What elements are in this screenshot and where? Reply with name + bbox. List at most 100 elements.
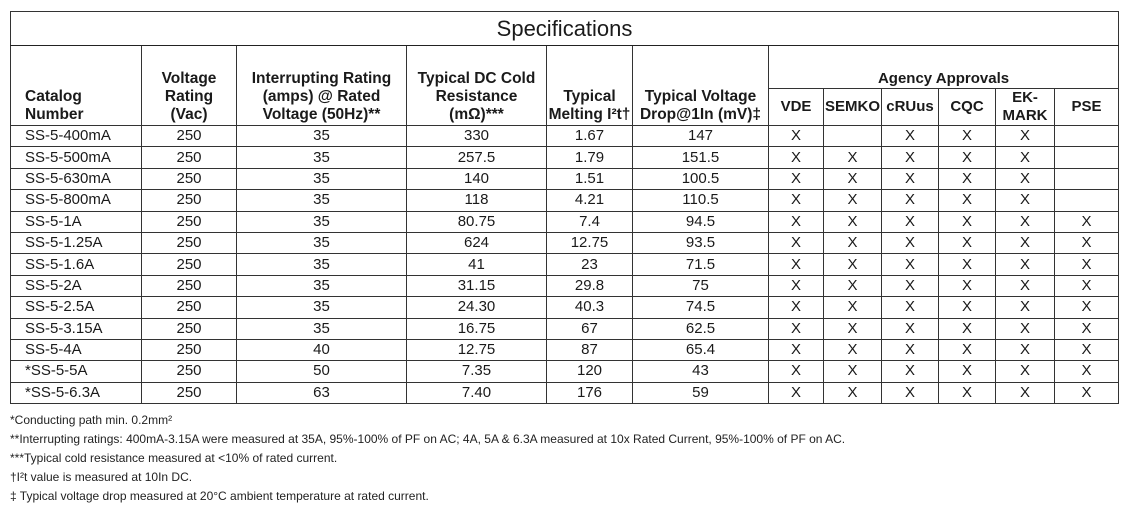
header-agency-vde: VDE — [768, 88, 824, 126]
cell-catalog: *SS-5-6.3A — [10, 381, 142, 405]
cell-voltage: 250 — [141, 296, 237, 319]
cell-resistance: 41 — [406, 253, 547, 276]
cell-approval-vde: X — [768, 210, 824, 233]
cell-approval-semko: X — [823, 274, 882, 298]
cell-catalog: *SS-5-5A — [10, 360, 142, 383]
cell-approval-semko: X — [823, 231, 882, 255]
cell-approval-ek-mark: X — [995, 167, 1055, 191]
cell-catalog: SS-5-500mA — [10, 146, 142, 169]
cell-approval-ek-mark: X — [995, 210, 1055, 233]
cell-approval-cruus: X — [881, 296, 939, 319]
cell-melting: 120 — [546, 360, 633, 383]
cell-voltage: 250 — [141, 167, 237, 191]
cell-voltage: 250 — [141, 124, 237, 148]
spec-table-container: Specifications Catalog Number Voltage Rati… — [9, 11, 1120, 405]
cell-approval-vde: X — [768, 253, 824, 276]
cell-interrupting: 40 — [236, 338, 407, 362]
table-row: SS-5-1.25A 250 35 624 12.75 93.5 X X X X X X — [10, 231, 1120, 255]
header-interrupting-rating: Interrupting Rating (amps) @ Rated Voltage… — [236, 45, 407, 126]
cell-approval-ek-mark: X — [995, 189, 1055, 212]
cell-approval-ek-mark: X — [995, 296, 1055, 319]
cell-approval-pse: X — [1053, 317, 1120, 340]
cell-vdrop: 110.5 — [632, 189, 769, 212]
cell-approval-cruus: X — [881, 146, 939, 169]
cell-resistance: 118 — [406, 189, 547, 212]
cell-melting: 29.8 — [546, 274, 633, 298]
cell-approval-cruus: X — [881, 124, 939, 148]
cell-approval-pse — [1053, 124, 1120, 148]
cell-melting: 1.51 — [546, 167, 633, 191]
cell-approval-ek-mark: X — [995, 146, 1055, 169]
cell-interrupting: 35 — [236, 189, 407, 212]
cell-approval-cqc: X — [938, 167, 996, 191]
cell-resistance: 257.5 — [406, 146, 547, 169]
cell-approval-cruus: X — [881, 338, 939, 362]
cell-approval-cqc: X — [938, 210, 996, 233]
cell-vdrop: 94.5 — [632, 210, 769, 233]
cell-approval-pse: X — [1053, 381, 1120, 405]
cell-voltage: 250 — [141, 146, 237, 169]
cell-approval-vde: X — [768, 274, 824, 298]
cell-vdrop: 147 — [632, 124, 769, 148]
cell-resistance: 31.15 — [406, 274, 547, 298]
footnote: †I²t value is measured at 10In DC. — [10, 470, 193, 484]
cell-approval-vde: X — [768, 167, 824, 191]
cell-resistance: 24.30 — [406, 296, 547, 319]
cell-approval-semko: X — [823, 167, 882, 191]
cell-resistance: 330 — [406, 124, 547, 148]
cell-voltage: 250 — [141, 189, 237, 212]
cell-approval-cqc: X — [938, 189, 996, 212]
cell-melting: 1.79 — [546, 146, 633, 169]
cell-approval-semko: X — [823, 253, 882, 276]
cell-melting: 67 — [546, 317, 633, 340]
header-catalog-number: Catalog Number — [10, 45, 142, 126]
cell-approval-pse: X — [1053, 360, 1120, 383]
table-row: *SS-5-6.3A 250 63 7.40 176 59 X X X X X X — [10, 381, 1120, 405]
cell-approval-cqc: X — [938, 146, 996, 169]
cell-interrupting: 35 — [236, 231, 407, 255]
table-row: SS-5-500mA 250 35 257.5 1.79 151.5 X X X X X — [10, 146, 1120, 169]
table-body: SS-5-400mA 250 35 330 1.67 147 X X X X SS-5-500mA 2… — [10, 124, 1120, 405]
cell-voltage: 250 — [141, 253, 237, 276]
cell-catalog: SS-5-630mA — [10, 167, 142, 191]
table-row: SS-5-2.5A 250 35 24.30 40.3 74.5 X X X X X X — [10, 296, 1120, 319]
cell-approval-vde: X — [768, 146, 824, 169]
cell-approval-ek-mark: X — [995, 360, 1055, 383]
table-row: SS-5-2A 250 35 31.15 29.8 75 X X X X X X — [10, 274, 1120, 298]
cell-interrupting: 50 — [236, 360, 407, 383]
cell-interrupting: 35 — [236, 124, 407, 148]
cell-approval-ek-mark: X — [995, 317, 1055, 340]
cell-approval-cqc: X — [938, 360, 996, 383]
header-agency-approvals: Agency Approvals — [767, 45, 1120, 89]
cell-approval-pse: X — [1053, 210, 1120, 233]
cell-vdrop: 71.5 — [632, 253, 769, 276]
table-row: *SS-5-5A 250 50 7.35 120 43 X X X X X X — [10, 360, 1120, 383]
cell-approval-cqc: X — [938, 381, 996, 405]
cell-approval-vde: X — [768, 338, 824, 362]
table-row: SS-5-400mA 250 35 330 1.67 147 X X X X — [10, 124, 1120, 148]
cell-approval-semko: X — [823, 360, 882, 383]
cell-melting: 40.3 — [546, 296, 633, 319]
cell-approval-vde: X — [768, 124, 824, 148]
footnote: *Conducting path min. 0.2mm² — [10, 413, 173, 427]
cell-voltage: 250 — [141, 231, 237, 255]
header-agency-cruus: cRUus — [881, 88, 939, 126]
cell-voltage: 250 — [141, 210, 237, 233]
cell-approval-cruus: X — [881, 253, 939, 276]
table-title: Specifications — [9, 11, 1120, 46]
cell-approval-cruus: X — [881, 317, 939, 340]
cell-approval-vde: X — [768, 317, 824, 340]
cell-approval-cruus: X — [881, 231, 939, 255]
cell-resistance: 80.75 — [406, 210, 547, 233]
header-melting-i2t: Typical Melting I²t† — [546, 45, 633, 126]
cell-approval-semko: X — [823, 146, 882, 169]
cell-catalog: SS-5-800mA — [10, 189, 142, 212]
cell-vdrop: 151.5 — [632, 146, 769, 169]
header-agency-pse: PSE — [1053, 88, 1120, 126]
cell-approval-vde: X — [768, 360, 824, 383]
cell-catalog: SS-5-4A — [10, 338, 142, 362]
specifications-table: Specifications Catalog Number Voltage Rati… — [9, 11, 1120, 405]
cell-approval-vde: X — [768, 189, 824, 212]
cell-approval-cruus: X — [881, 167, 939, 191]
cell-melting: 176 — [546, 381, 633, 405]
